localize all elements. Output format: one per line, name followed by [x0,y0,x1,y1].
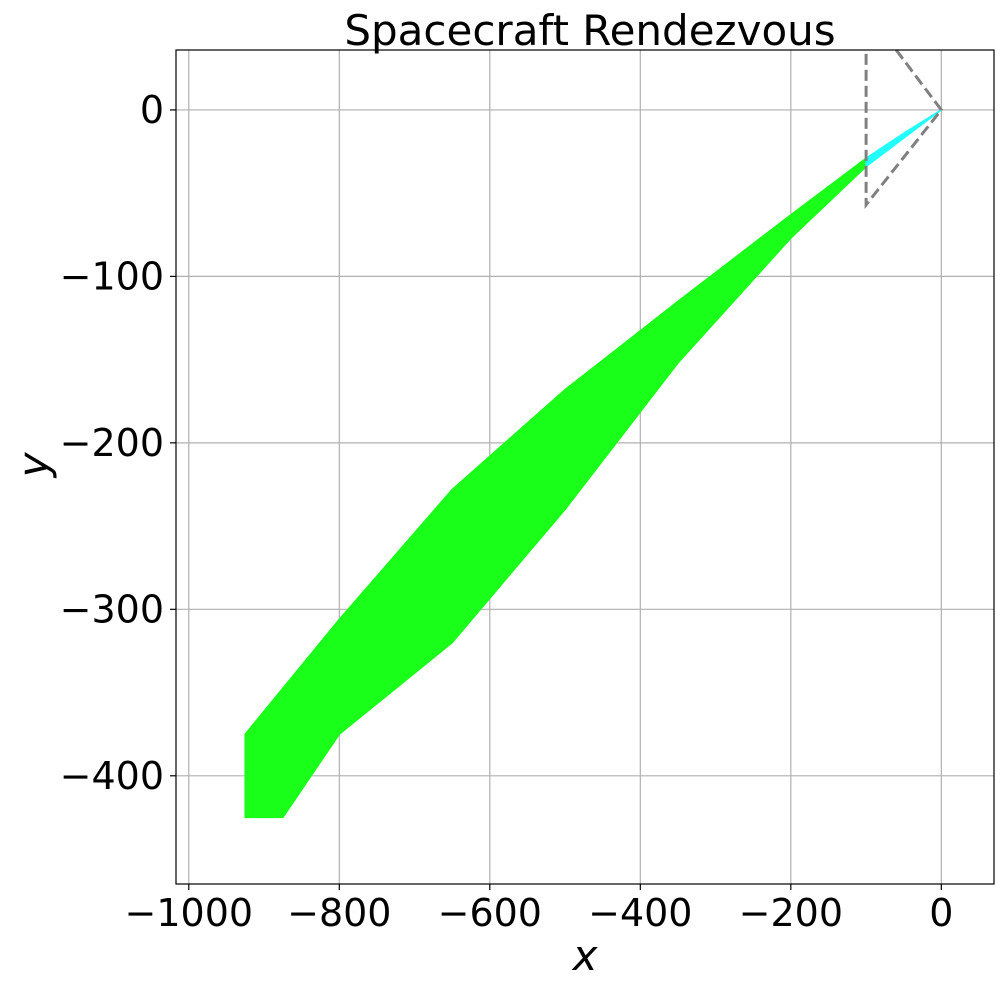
x-tick-label: −600 [438,891,542,935]
y-tick-label: −100 [60,254,164,298]
y-tick-label: −300 [60,587,164,631]
x-tick-label: −800 [287,891,391,935]
final-region [865,109,942,169]
y-tick-label: −200 [60,421,164,465]
y-axis-label: y [9,451,58,479]
x-tick-label: 0 [929,891,953,935]
chart-title: Spacecraft Rendezvous [344,6,835,55]
y-tick-label: −400 [60,754,164,798]
boundary-line [864,49,944,210]
x-tick-label: −1000 [125,891,254,935]
boundary-group [864,49,944,210]
trajectory-regions [244,109,942,819]
y-tick-label: 0 [140,88,164,132]
tick-group: −1000 −800 −600 −400 −200 0 0 −100 −200 −300 −400 [60,88,954,935]
x-axis-label: x [571,931,599,980]
x-tick-label: −200 [739,891,843,935]
plot-frame [175,49,995,885]
approach-region [244,156,867,819]
x-tick-label: −400 [588,891,692,935]
